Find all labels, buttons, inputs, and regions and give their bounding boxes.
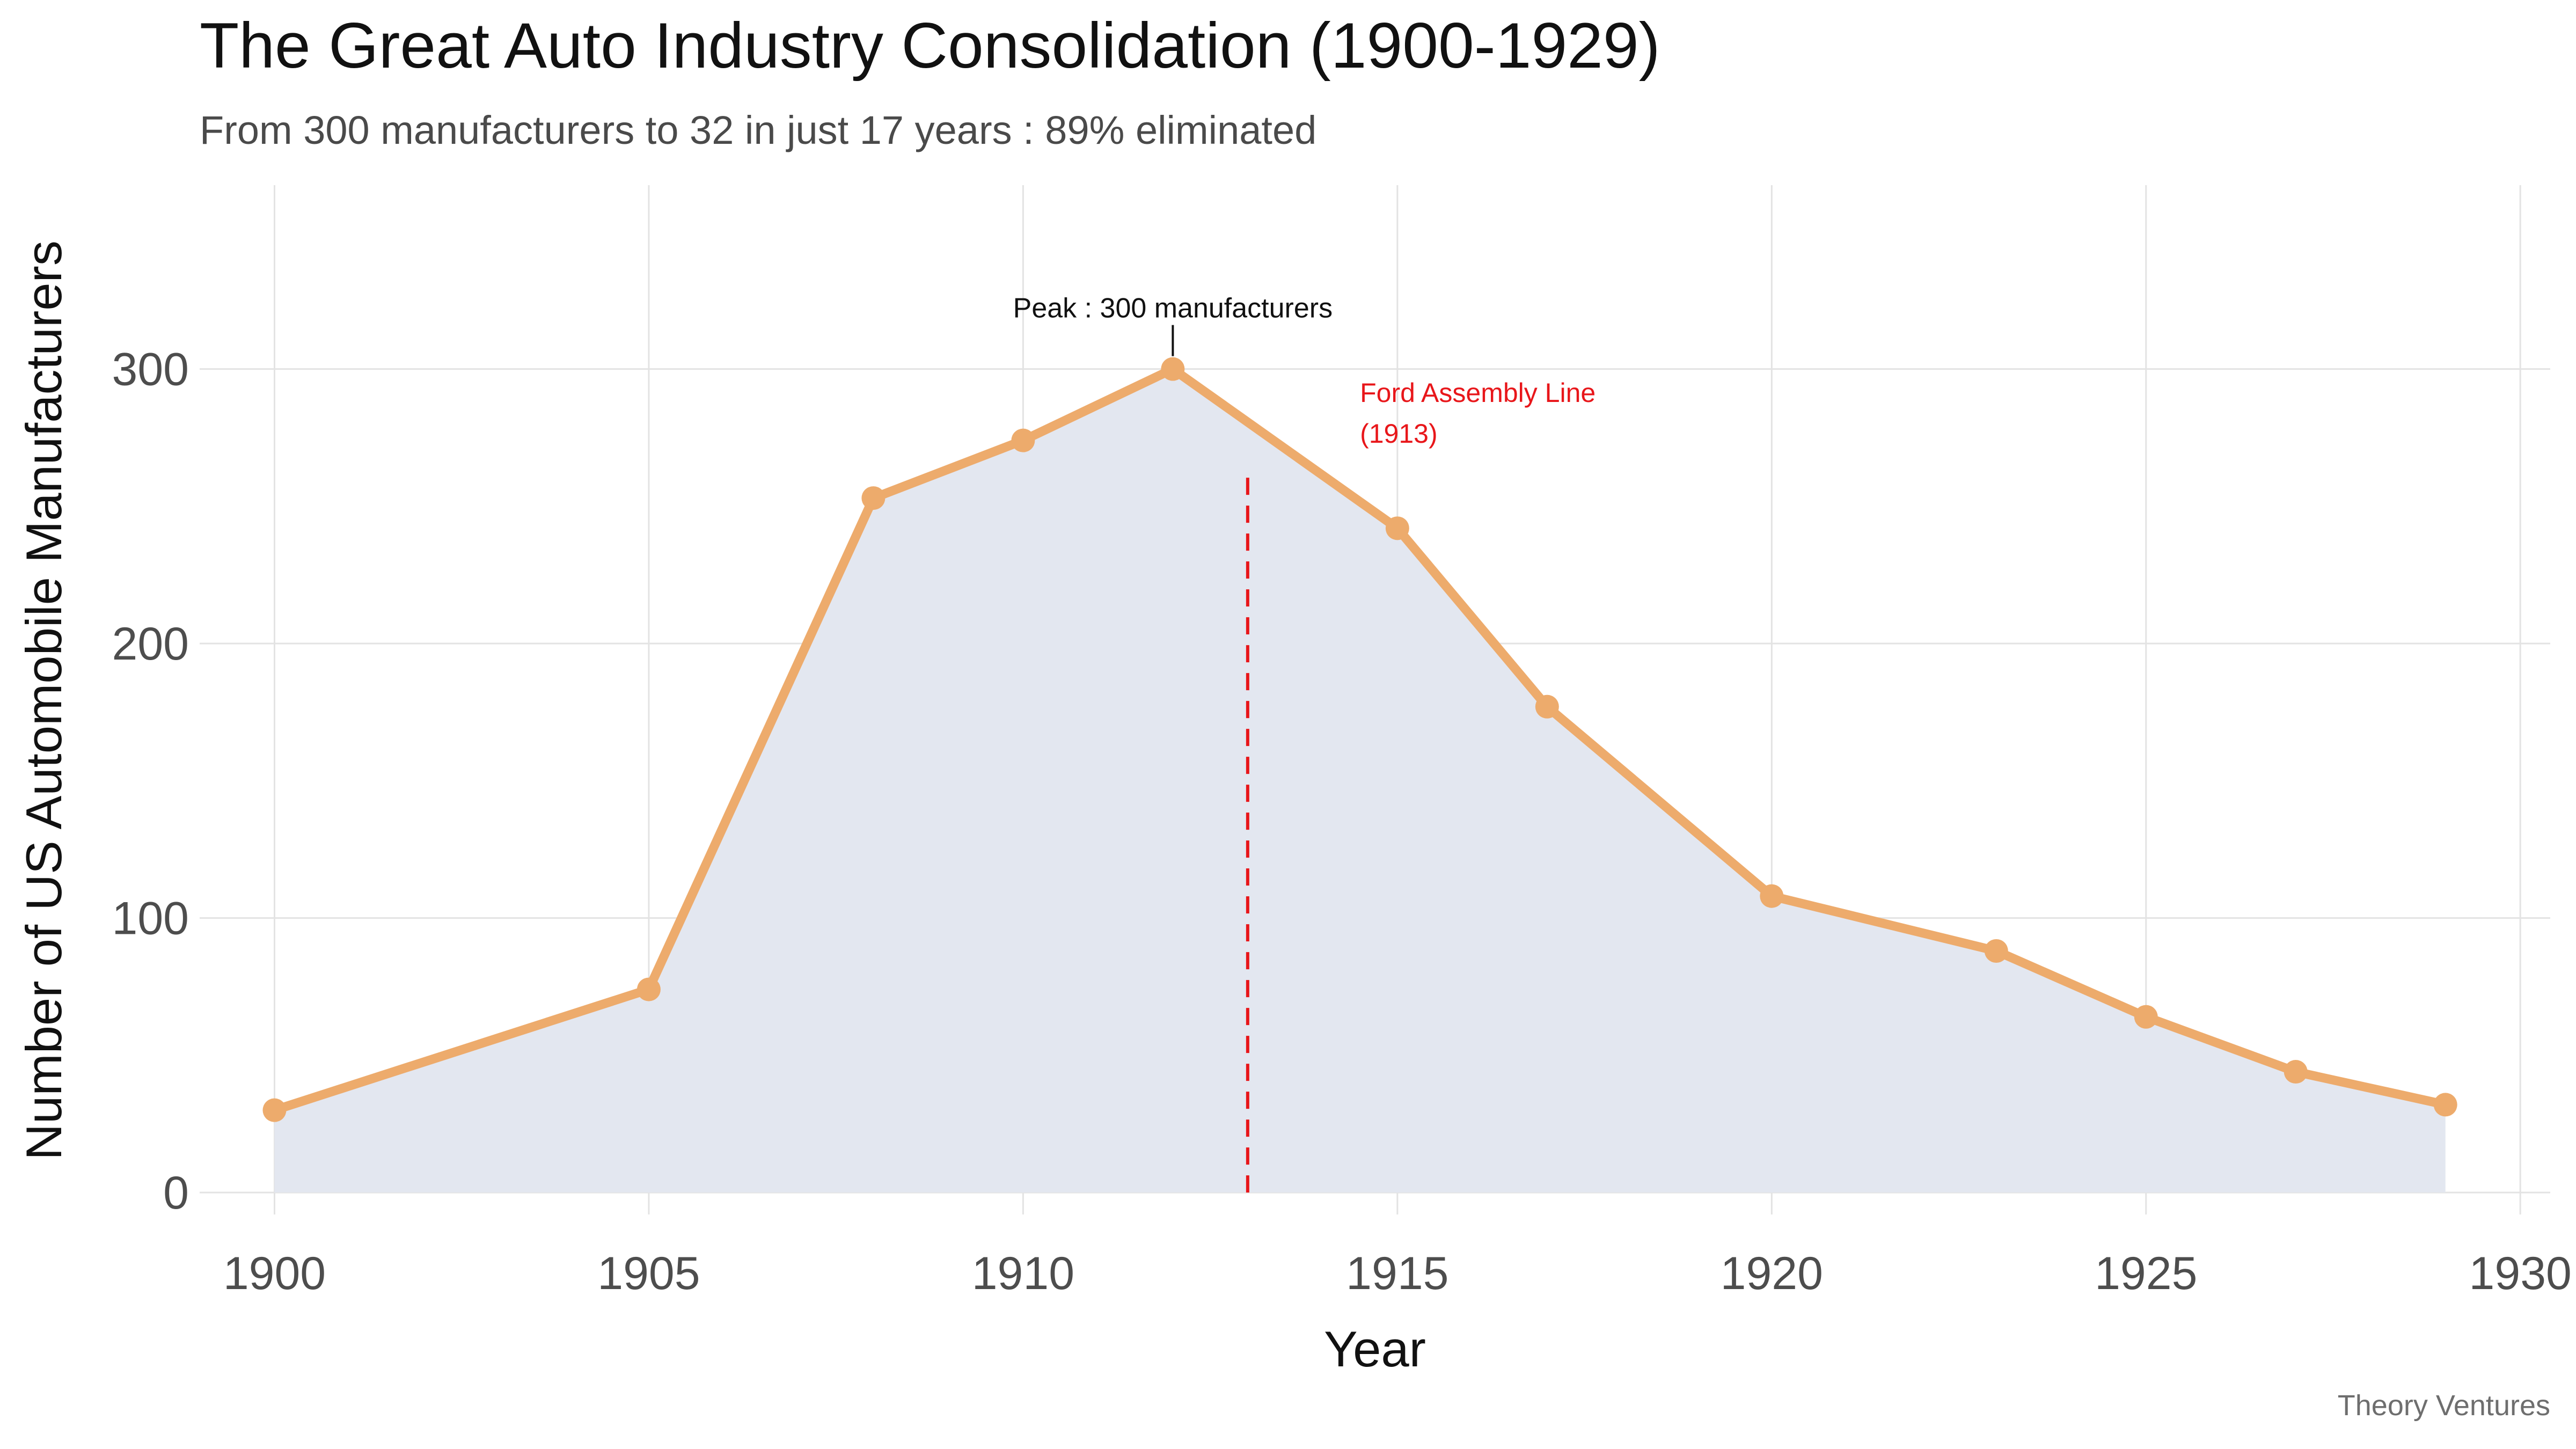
chart-subtitle: From 300 manufacturers to 32 in just 17 … bbox=[200, 108, 1316, 152]
data-point-1917 bbox=[1535, 694, 1559, 719]
x-tick-label-1905: 1905 bbox=[597, 1248, 700, 1299]
data-point-1923 bbox=[1984, 939, 2008, 963]
series-line bbox=[269, 364, 2450, 1115]
data-point-1912 bbox=[1161, 357, 1185, 381]
x-tick-label-1900: 1900 bbox=[223, 1248, 326, 1299]
y-tick-labels: 0 100 200 300 bbox=[112, 344, 189, 1219]
y-axis-title: Number of US Automobile Manufacturers bbox=[16, 240, 72, 1160]
area-layer bbox=[274, 369, 2446, 1193]
y-tick-label-0: 0 bbox=[163, 1167, 189, 1219]
source-caption: Theory Ventures bbox=[2338, 1389, 2550, 1422]
data-point-1915 bbox=[1385, 516, 1409, 540]
data-point-1900 bbox=[262, 1098, 287, 1122]
data-point-1910 bbox=[1011, 428, 1035, 452]
data-point-1905 bbox=[636, 977, 661, 1001]
series-line-layer bbox=[269, 364, 2450, 1115]
x-tick-label-1930: 1930 bbox=[2469, 1248, 2572, 1299]
y-tick-label-300: 300 bbox=[112, 344, 189, 396]
x-tick-label-1915: 1915 bbox=[1346, 1248, 1448, 1299]
x-tick-label-1920: 1920 bbox=[1721, 1248, 1823, 1299]
x-tick-labels: 1900 1905 1910 1915 1920 1925 1930 bbox=[223, 1248, 2572, 1299]
annotations: Peak : 300 manufacturers Ford Assembly Li… bbox=[1013, 293, 1596, 449]
y-tick-label-100: 100 bbox=[112, 893, 189, 945]
data-point-1925 bbox=[2134, 1005, 2158, 1029]
x-tick-label-1910: 1910 bbox=[972, 1248, 1074, 1299]
y-tick-label-200: 200 bbox=[112, 618, 189, 670]
data-point-1927 bbox=[2284, 1060, 2308, 1084]
x-tick-label-1925: 1925 bbox=[2095, 1248, 2197, 1299]
area-fill bbox=[274, 369, 2446, 1193]
ford-annotation-line-2: (1913) bbox=[1360, 419, 1438, 449]
peak-annotation-label: Peak : 300 manufacturers bbox=[1013, 293, 1333, 324]
data-point-1908 bbox=[861, 486, 885, 510]
x-axis-title: Year bbox=[1324, 1321, 1426, 1377]
data-point-1920 bbox=[1760, 884, 1784, 908]
data-point-1929 bbox=[2433, 1093, 2457, 1117]
data-points bbox=[262, 357, 2457, 1122]
chart-title: The Great Auto Industry Consolidation (1… bbox=[200, 10, 1660, 82]
ford-annotation-line-1: Ford Assembly Line bbox=[1360, 378, 1596, 408]
